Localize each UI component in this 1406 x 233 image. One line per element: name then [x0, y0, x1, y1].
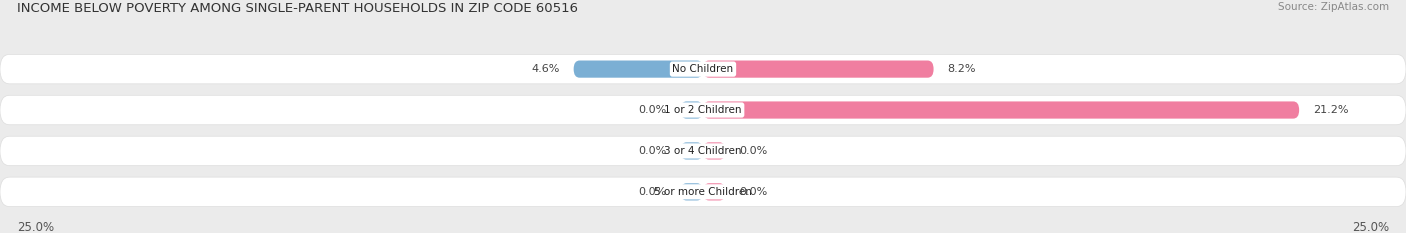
Text: 0.0%: 0.0%: [638, 146, 666, 156]
FancyBboxPatch shape: [681, 142, 703, 160]
Text: INCOME BELOW POVERTY AMONG SINGLE-PARENT HOUSEHOLDS IN ZIP CODE 60516: INCOME BELOW POVERTY AMONG SINGLE-PARENT…: [17, 2, 578, 15]
FancyBboxPatch shape: [574, 61, 703, 78]
Text: 0.0%: 0.0%: [638, 105, 666, 115]
Text: 8.2%: 8.2%: [948, 64, 976, 74]
Text: No Children: No Children: [672, 64, 734, 74]
Text: 4.6%: 4.6%: [531, 64, 560, 74]
Text: Source: ZipAtlas.com: Source: ZipAtlas.com: [1278, 2, 1389, 12]
Text: 0.0%: 0.0%: [638, 187, 666, 197]
FancyBboxPatch shape: [0, 95, 1406, 125]
FancyBboxPatch shape: [0, 54, 1406, 84]
FancyBboxPatch shape: [681, 101, 703, 119]
Text: 25.0%: 25.0%: [17, 221, 53, 233]
FancyBboxPatch shape: [0, 136, 1406, 166]
Text: 1 or 2 Children: 1 or 2 Children: [664, 105, 742, 115]
Text: 21.2%: 21.2%: [1313, 105, 1348, 115]
FancyBboxPatch shape: [703, 101, 1299, 119]
FancyBboxPatch shape: [703, 61, 934, 78]
FancyBboxPatch shape: [0, 177, 1406, 207]
Text: 3 or 4 Children: 3 or 4 Children: [664, 146, 742, 156]
Text: 0.0%: 0.0%: [740, 146, 768, 156]
Text: 5 or more Children: 5 or more Children: [654, 187, 752, 197]
FancyBboxPatch shape: [703, 142, 725, 160]
FancyBboxPatch shape: [681, 183, 703, 200]
FancyBboxPatch shape: [703, 183, 725, 200]
Text: 0.0%: 0.0%: [740, 187, 768, 197]
Text: 25.0%: 25.0%: [1353, 221, 1389, 233]
